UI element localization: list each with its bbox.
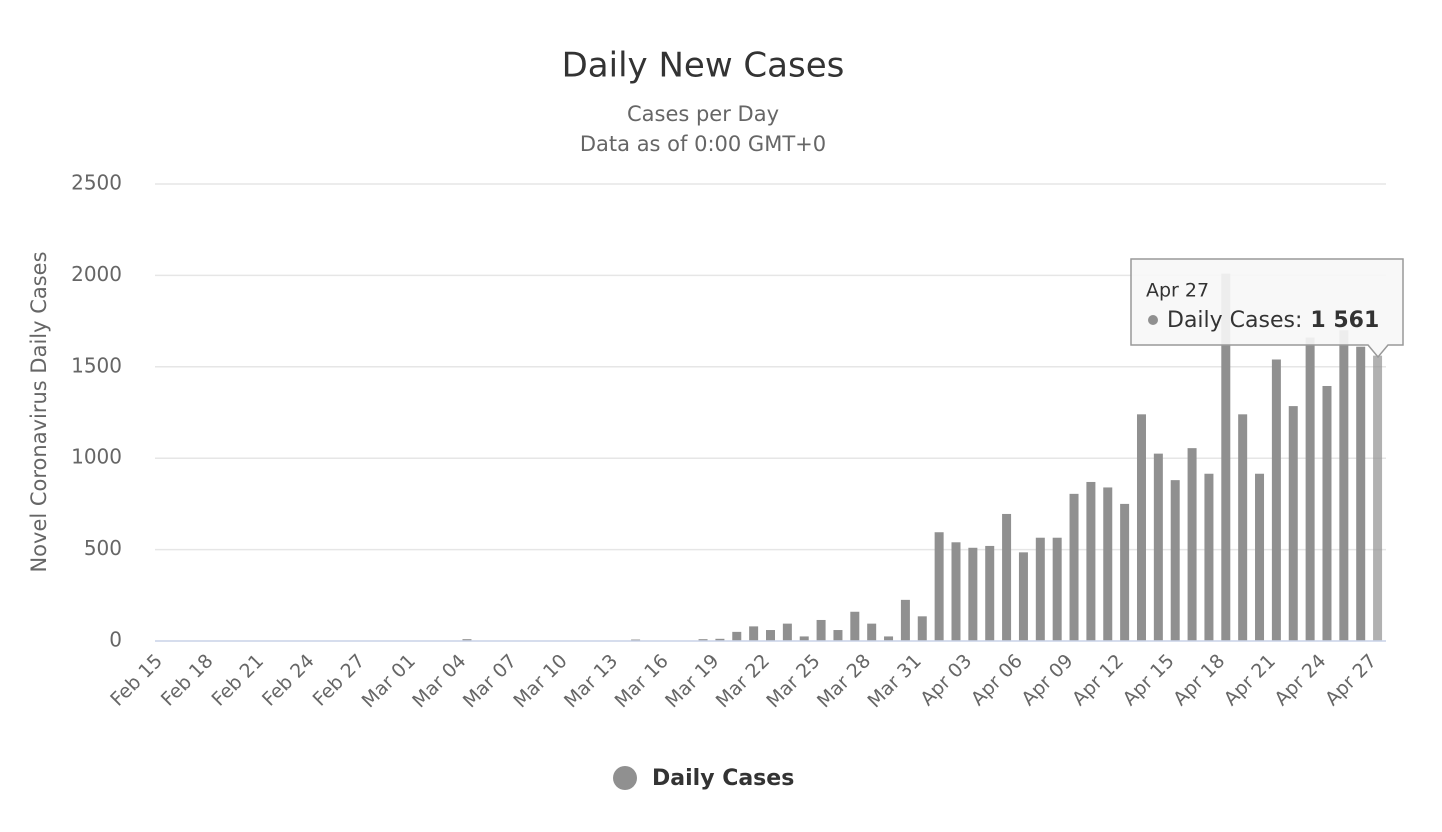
bar: [884, 636, 894, 641]
tooltip-box: [1130, 258, 1404, 359]
bar: [732, 631, 742, 641]
y-tick-label: 2500: [71, 171, 122, 195]
x-tick-label: Mar 25: [762, 650, 824, 712]
y-tick-label: 0: [109, 628, 122, 652]
tooltip-marker: [1148, 315, 1158, 325]
x-tick-label: Apr 09: [1017, 650, 1077, 710]
bar: [1221, 273, 1231, 641]
tooltip-title: Apr 27: [1146, 280, 1209, 302]
bar: [462, 639, 472, 641]
bar: [1052, 537, 1062, 641]
x-tick-label: Mar 31: [864, 650, 926, 712]
chart-title: Daily New Cases: [562, 46, 845, 86]
x-tick-label: Feb 18: [157, 650, 218, 711]
bar: [1204, 473, 1214, 641]
tooltip: Apr 27 Daily Cases: 1 561: [1130, 258, 1404, 359]
x-tick-label: Feb 21: [207, 650, 268, 711]
bar: [1002, 513, 1012, 641]
bar: [1373, 355, 1383, 641]
x-tick-label: Apr 06: [967, 650, 1027, 710]
bar: [1255, 473, 1265, 641]
bar: [850, 611, 860, 641]
x-tick-label: Mar 01: [358, 650, 420, 712]
bar: [1018, 552, 1028, 641]
x-tick-label: Mar 16: [611, 650, 673, 712]
x-tick-label: Apr 12: [1068, 650, 1128, 710]
bar: [867, 623, 877, 641]
tooltip-value: 1 561: [1310, 308, 1379, 333]
bar: [816, 619, 826, 641]
bar: [1153, 453, 1163, 641]
bar: [1187, 448, 1197, 641]
bar: [1103, 487, 1113, 641]
y-tick-label: 1500: [71, 353, 122, 377]
bar: [766, 630, 775, 641]
bar: [1238, 414, 1248, 641]
bar: [698, 639, 708, 641]
bar: [782, 623, 792, 641]
x-tick-label: Feb 15: [106, 650, 167, 711]
x-tick-label: Mar 10: [509, 650, 571, 712]
x-tick-label: Mar 04: [408, 650, 470, 712]
y-tick-label: 1000: [71, 445, 122, 469]
x-tick-label: Mar 22: [712, 650, 774, 712]
bar: [968, 547, 978, 641]
tooltip-label: Daily Cases:: [1167, 308, 1302, 333]
x-tick-label: Apr 24: [1270, 650, 1330, 710]
x-tick-label: Feb 24: [258, 650, 319, 711]
y-tick-label: 500: [84, 536, 122, 560]
bar: [1170, 480, 1180, 641]
bar: [833, 630, 843, 641]
bar: [1120, 503, 1130, 641]
bar: [951, 542, 961, 641]
tooltip-text: Daily Cases: 1 561: [1167, 308, 1379, 333]
x-tick-label: Apr 27: [1321, 650, 1381, 710]
bar: [1288, 406, 1298, 641]
x-tick-label: Apr 03: [916, 650, 976, 710]
y-axis-title: Novel Coronavirus Daily Cases: [27, 251, 51, 572]
bar: [1271, 359, 1281, 641]
bar: [1136, 414, 1146, 641]
x-tick-label: Feb 27: [309, 650, 370, 711]
legend-marker: [613, 766, 637, 790]
bar: [917, 616, 927, 641]
bar: [799, 636, 809, 641]
x-tick-label: Mar 28: [813, 650, 875, 712]
bar: [1305, 337, 1315, 641]
bar: [715, 638, 725, 641]
x-tick-label: Mar 19: [661, 650, 723, 712]
bar: [934, 532, 944, 641]
bar: [1035, 537, 1045, 641]
x-tick-label: Mar 07: [459, 650, 521, 712]
bar: [900, 599, 910, 641]
x-tick-label: Apr 21: [1220, 650, 1280, 710]
chart-subtitle: Cases per Day: [627, 102, 779, 126]
legend-label[interactable]: Daily Cases: [652, 766, 794, 791]
bar: [1356, 346, 1366, 641]
bar: [1322, 385, 1332, 641]
bar: [749, 626, 759, 641]
bar: [1069, 493, 1079, 641]
bar: [985, 545, 995, 641]
chart-subtitle: Data as of 0:00 GMT+0: [580, 132, 826, 156]
x-tick-label: Apr 15: [1119, 650, 1179, 710]
x-tick-label: Mar 13: [560, 650, 622, 712]
bar: [1086, 481, 1096, 641]
bar: [1339, 330, 1349, 641]
x-tick-label: Apr 18: [1169, 650, 1229, 710]
y-tick-label: 2000: [71, 262, 122, 286]
